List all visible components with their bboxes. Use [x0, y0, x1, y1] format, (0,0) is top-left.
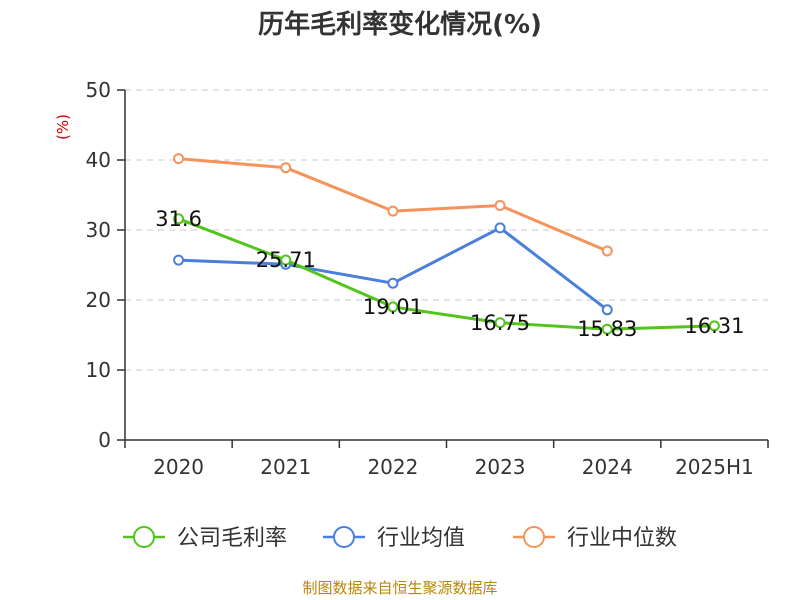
legend-marker	[333, 526, 355, 548]
data-point	[173, 153, 185, 165]
data-label: 16.75	[470, 311, 530, 335]
x-tick-label: 2023	[475, 455, 526, 479]
series-group	[173, 153, 720, 335]
data-point	[494, 317, 506, 329]
legend[interactable]: 公司毛利率 行业均值 行业中位数	[123, 526, 677, 551]
data-point	[280, 254, 292, 266]
data-labels: 31.6 25.71 19.01 16.75 15.83 16.31	[155, 207, 744, 341]
gridlines	[125, 89, 768, 371]
x-tick-label: 2021	[260, 455, 311, 479]
axes: 0 10 20 30 40 50 2020 2021 2022 2023 2024 2025H1	[86, 78, 769, 479]
data-label: 19.01	[363, 295, 423, 319]
data-point	[173, 254, 185, 266]
data-point	[494, 222, 506, 234]
legend-item[interactable]: 行业中位数	[513, 526, 677, 551]
data-point	[173, 213, 185, 225]
data-point	[601, 304, 613, 316]
x-tick-label: 2024	[582, 455, 633, 479]
y-tick-label: 50	[86, 78, 111, 102]
data-label: 15.83	[577, 317, 637, 341]
data-label: 16.31	[684, 314, 744, 338]
data-point	[387, 301, 399, 313]
legend-label: 行业均值	[377, 526, 465, 551]
y-tick-label: 20	[86, 288, 111, 312]
legend-label: 行业中位数	[567, 526, 677, 551]
x-tick-label: 2022	[367, 455, 418, 479]
y-tick-label: 0	[98, 428, 111, 452]
data-point	[280, 162, 292, 174]
data-point	[387, 277, 399, 289]
x-tick-label: 2025H1	[675, 455, 754, 479]
data-label: 31.6	[155, 207, 202, 231]
legend-item[interactable]: 公司毛利率	[123, 526, 287, 551]
data-point	[494, 200, 506, 211]
y-tick-label: 30	[86, 218, 111, 242]
y-axis-label: (%)	[54, 114, 72, 140]
data-point	[708, 320, 720, 332]
legend-marker	[523, 526, 545, 548]
data-label: 25.71	[256, 248, 316, 272]
y-tick-label: 40	[86, 148, 111, 172]
data-point	[387, 205, 399, 217]
series-line	[178, 217, 715, 331]
legend-marker	[133, 526, 155, 548]
legend-label: 公司毛利率	[177, 526, 287, 551]
series-line	[178, 157, 608, 253]
x-tick-label: 2020	[153, 455, 204, 479]
data-point	[601, 245, 613, 257]
data-point	[601, 323, 613, 335]
source-note: 制图数据来自恒生聚源数据库	[302, 579, 497, 597]
chart-title: 历年毛利率变化情况(%)	[258, 9, 542, 40]
legend-item[interactable]: 行业均值	[323, 526, 465, 551]
y-tick-label: 10	[86, 358, 111, 382]
